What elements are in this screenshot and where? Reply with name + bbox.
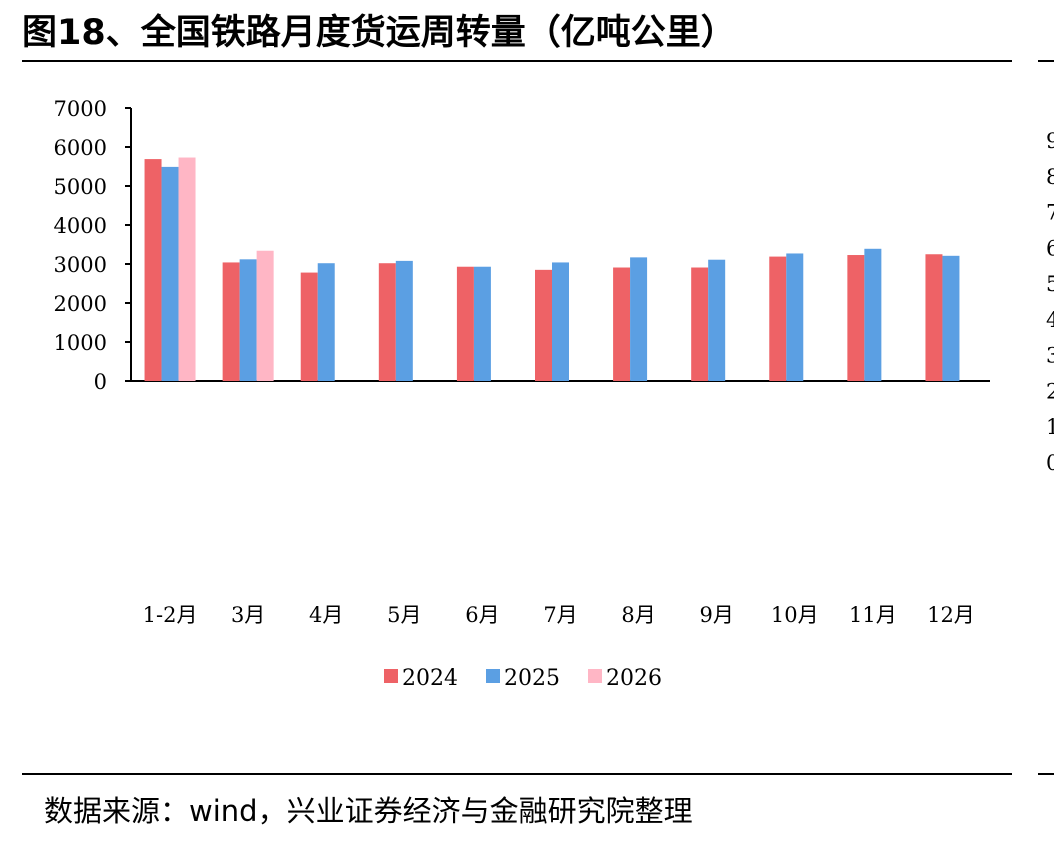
page-title: 图18、全国铁路月度货运周转量（亿吨公里） <box>22 13 736 53</box>
fragment-digit: 8 <box>1046 165 1054 189</box>
y-tick-label: 5000 <box>54 175 107 199</box>
legend-swatch-2025 <box>486 669 500 683</box>
bar-2026-3月 <box>256 250 274 381</box>
adjacent-chart-fragment: 9 8 7 6 5 4 3 2 1 0 <box>1046 129 1054 475</box>
bar-2026-1-2月 <box>178 157 196 381</box>
x-tick-label: 7月 <box>543 603 577 627</box>
fragment-digit: 0 <box>1046 451 1054 475</box>
bar-2024-7月 <box>535 269 552 381</box>
x-tick-label: 10月 <box>771 603 819 627</box>
fragment-digit: 7 <box>1046 201 1054 225</box>
fragment-digit: 6 <box>1046 236 1054 260</box>
fragment-digit: 3 <box>1046 344 1054 368</box>
bar-2024-8月 <box>613 267 631 381</box>
bar-2025-1-2月 <box>161 166 179 381</box>
y-tick-label: 4000 <box>54 214 107 238</box>
y-tick-label: 3000 <box>54 253 107 277</box>
bar-2025-8月 <box>630 257 648 381</box>
top-rule <box>22 60 1012 62</box>
bar-2024-6月 <box>456 266 474 381</box>
bar-2025-6月 <box>473 266 491 381</box>
bar-2025-4月 <box>317 263 335 381</box>
x-tick-label: 5月 <box>387 603 421 627</box>
legend-swatch-2024 <box>384 669 398 683</box>
bar-2025-5月 <box>395 260 413 381</box>
legend: 2024 2025 2026 <box>384 666 662 691</box>
bar-2024-11月 <box>847 255 865 381</box>
x-tick-label: 9月 <box>699 603 733 627</box>
y-tick-label: 7000 <box>54 97 107 121</box>
bars <box>144 157 960 381</box>
x-tick-label: 11月 <box>849 603 897 627</box>
y-tick-label: 0 <box>94 370 107 394</box>
bar-2025-12月 <box>942 255 960 381</box>
x-tick-label: 12月 <box>927 603 975 627</box>
x-tick-label: 6月 <box>465 603 499 627</box>
fragment-digit: 5 <box>1046 272 1054 296</box>
bar-2024-10月 <box>769 256 787 381</box>
y-tick-label: 6000 <box>54 136 107 160</box>
y-tick-label: 2000 <box>54 292 107 316</box>
legend-label-2024: 2024 <box>402 666 458 691</box>
bottom-rule <box>22 773 1012 775</box>
x-tick-label: 8月 <box>621 603 655 627</box>
fragment-digit: 4 <box>1046 308 1054 332</box>
bar-2024-12月 <box>925 254 943 381</box>
bar-2025-7月 <box>552 262 569 381</box>
legend-label-2026: 2026 <box>606 666 662 691</box>
x-axis: 1-2月 3月 4月 5月 6月 7月 8月 9月 10月 11月 12月 <box>131 380 990 627</box>
x-tick-label: 4月 <box>309 603 343 627</box>
bar-2025-10月 <box>786 253 804 381</box>
bar-2025-11月 <box>864 248 882 381</box>
fragment-digit: 2 <box>1046 379 1054 403</box>
bar-2025-9月 <box>708 259 726 381</box>
bar-2024-3月 <box>222 262 240 381</box>
bar-2024-1-2月 <box>144 159 162 381</box>
y-tick-label: 1000 <box>54 331 107 355</box>
y-axis: 0 1000 2000 3000 4000 5000 6000 7000 <box>54 97 132 394</box>
bottom-rule-right-fragment <box>1038 773 1054 775</box>
fragment-digit: 9 <box>1046 129 1054 153</box>
bar-2025-3月 <box>239 259 257 381</box>
x-tick-label: 3月 <box>231 603 265 627</box>
bar-2024-5月 <box>378 263 396 381</box>
bar-2024-9月 <box>691 267 709 381</box>
bar-2024-4月 <box>300 272 318 381</box>
top-rule-right-fragment <box>1038 60 1054 62</box>
legend-swatch-2026 <box>588 669 602 683</box>
x-tick-label: 1-2月 <box>143 603 198 627</box>
fragment-digit: 1 <box>1046 415 1054 439</box>
source-note: 数据来源：wind，兴业证券经济与金融研究院整理 <box>44 794 693 828</box>
legend-label-2025: 2025 <box>504 666 560 691</box>
